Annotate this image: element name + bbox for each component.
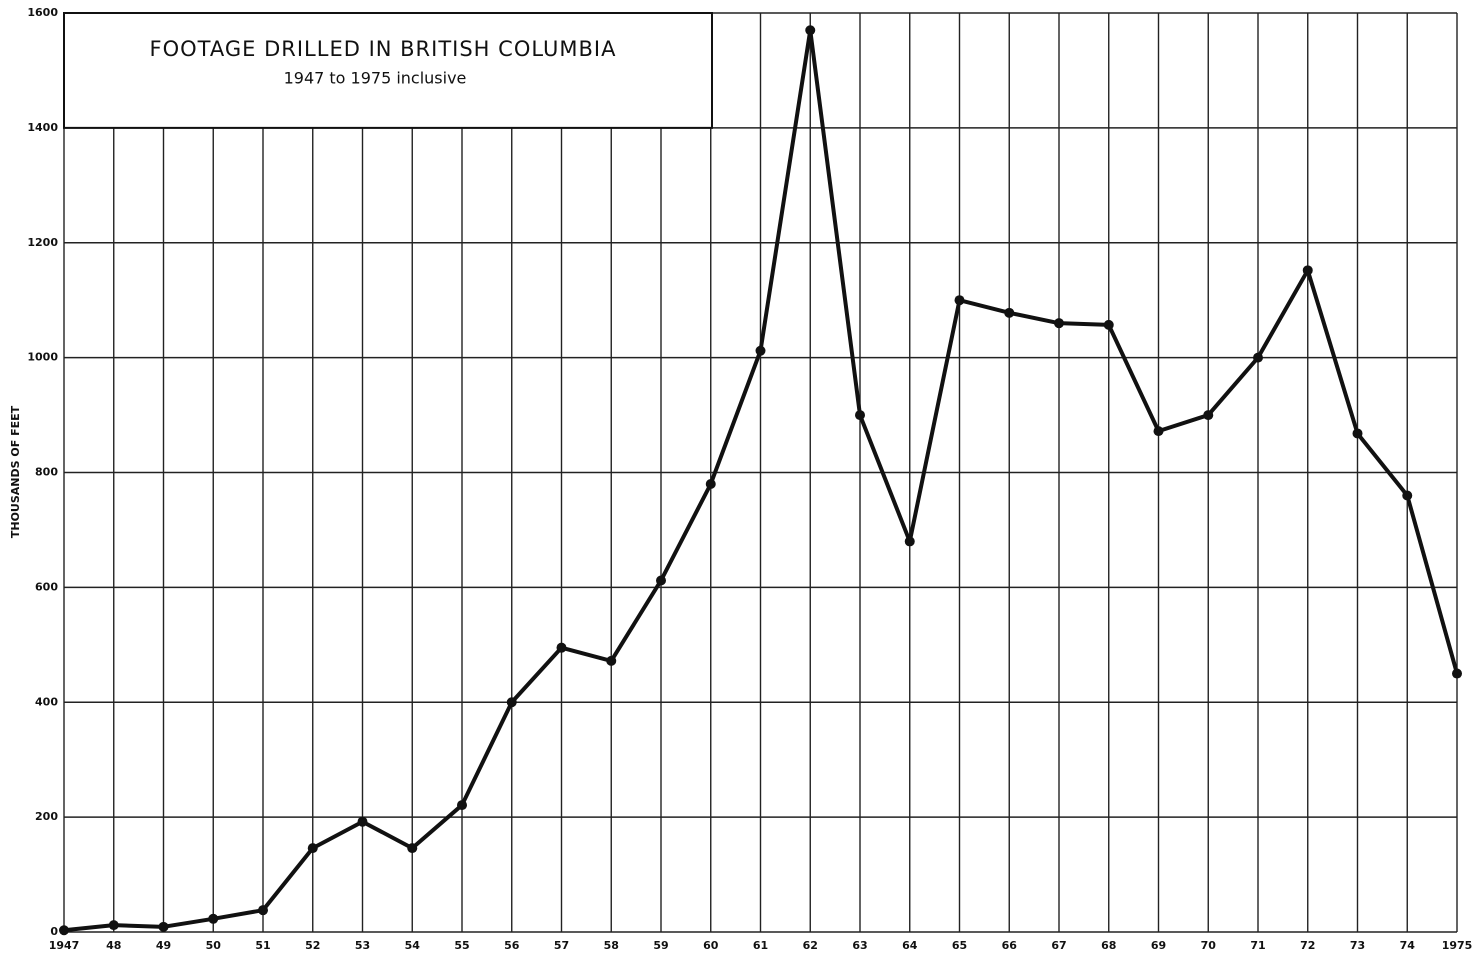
x-tick-label: 73 <box>1350 939 1365 952</box>
data-point <box>1203 410 1214 421</box>
x-tick-label: 1975 <box>1442 939 1473 952</box>
y-tick-label: 1400 <box>27 121 58 134</box>
data-point <box>755 345 766 356</box>
x-tick-label: 48 <box>106 939 121 952</box>
data-point <box>855 410 865 421</box>
x-tick-label: 68 <box>1101 939 1116 952</box>
x-tick-label: 59 <box>653 939 668 952</box>
x-tick-label: 53 <box>355 939 370 952</box>
x-tick-label: 1947 <box>49 939 80 952</box>
data-point <box>805 25 816 36</box>
data-point <box>258 905 268 916</box>
data-point <box>954 295 965 306</box>
x-tick-label: 71 <box>1250 939 1265 952</box>
data-point <box>506 697 517 708</box>
data-point <box>307 843 318 854</box>
data-point <box>108 920 119 931</box>
y-axis-label: THOUSANDS OF FEET <box>9 405 22 538</box>
x-tick-label: 55 <box>454 939 469 952</box>
x-tick-label: 60 <box>703 939 719 952</box>
x-tick-label: 62 <box>803 939 818 952</box>
x-tick-label: 58 <box>604 939 619 952</box>
data-point <box>1402 490 1413 501</box>
data-point <box>1054 318 1064 329</box>
chart-subtitle: 1947 to 1975 inclusive <box>284 69 467 88</box>
x-tick-label: 50 <box>206 939 222 952</box>
x-tick-label: 56 <box>504 939 520 952</box>
chart-title: FOOTAGE DRILLED IN BRITISH COLUMBIA <box>150 37 617 61</box>
x-tick-label: 67 <box>1051 939 1066 952</box>
data-point <box>1302 265 1313 276</box>
title-box <box>63 12 713 129</box>
data-point <box>1253 352 1263 363</box>
y-tick-label: 600 <box>35 580 58 593</box>
data-point <box>357 816 368 827</box>
data-point <box>556 642 567 653</box>
x-tick-label: 51 <box>255 939 270 952</box>
data-point <box>1352 428 1363 439</box>
data-point <box>59 925 69 936</box>
x-tick-label: 49 <box>156 939 171 952</box>
data-point <box>407 843 418 854</box>
x-tick-label: 65 <box>952 939 967 952</box>
y-tick-label: 800 <box>35 466 58 479</box>
data-point <box>1004 307 1015 318</box>
y-tick-label: 400 <box>35 695 58 708</box>
data-point <box>457 800 467 811</box>
x-tick-label: 64 <box>902 939 918 952</box>
data-point <box>1452 668 1462 679</box>
data-point <box>656 575 666 586</box>
x-tick-label: 69 <box>1151 939 1166 952</box>
y-tick-label: 1000 <box>27 351 58 364</box>
y-tick-label: 200 <box>35 810 58 823</box>
x-tick-label: 63 <box>852 939 867 952</box>
data-point <box>606 655 617 666</box>
x-tick-label: 61 <box>753 939 768 952</box>
x-tick-label: 66 <box>1002 939 1018 952</box>
y-tick-label: 1200 <box>27 236 58 249</box>
x-tick-label: 70 <box>1201 939 1217 952</box>
y-tick-label: 1600 <box>27 6 58 19</box>
data-point <box>158 921 169 932</box>
x-tick-label: 74 <box>1400 939 1416 952</box>
x-tick-label: 57 <box>554 939 569 952</box>
data-point <box>904 536 915 547</box>
data-point <box>208 913 219 924</box>
x-tick-label: 54 <box>405 939 421 952</box>
data-point <box>1103 319 1114 330</box>
y-tick-label: 0 <box>50 925 58 938</box>
data-point <box>705 478 716 489</box>
data-point <box>1153 426 1164 437</box>
x-tick-label: 72 <box>1300 939 1315 952</box>
x-tick-label: 52 <box>305 939 320 952</box>
